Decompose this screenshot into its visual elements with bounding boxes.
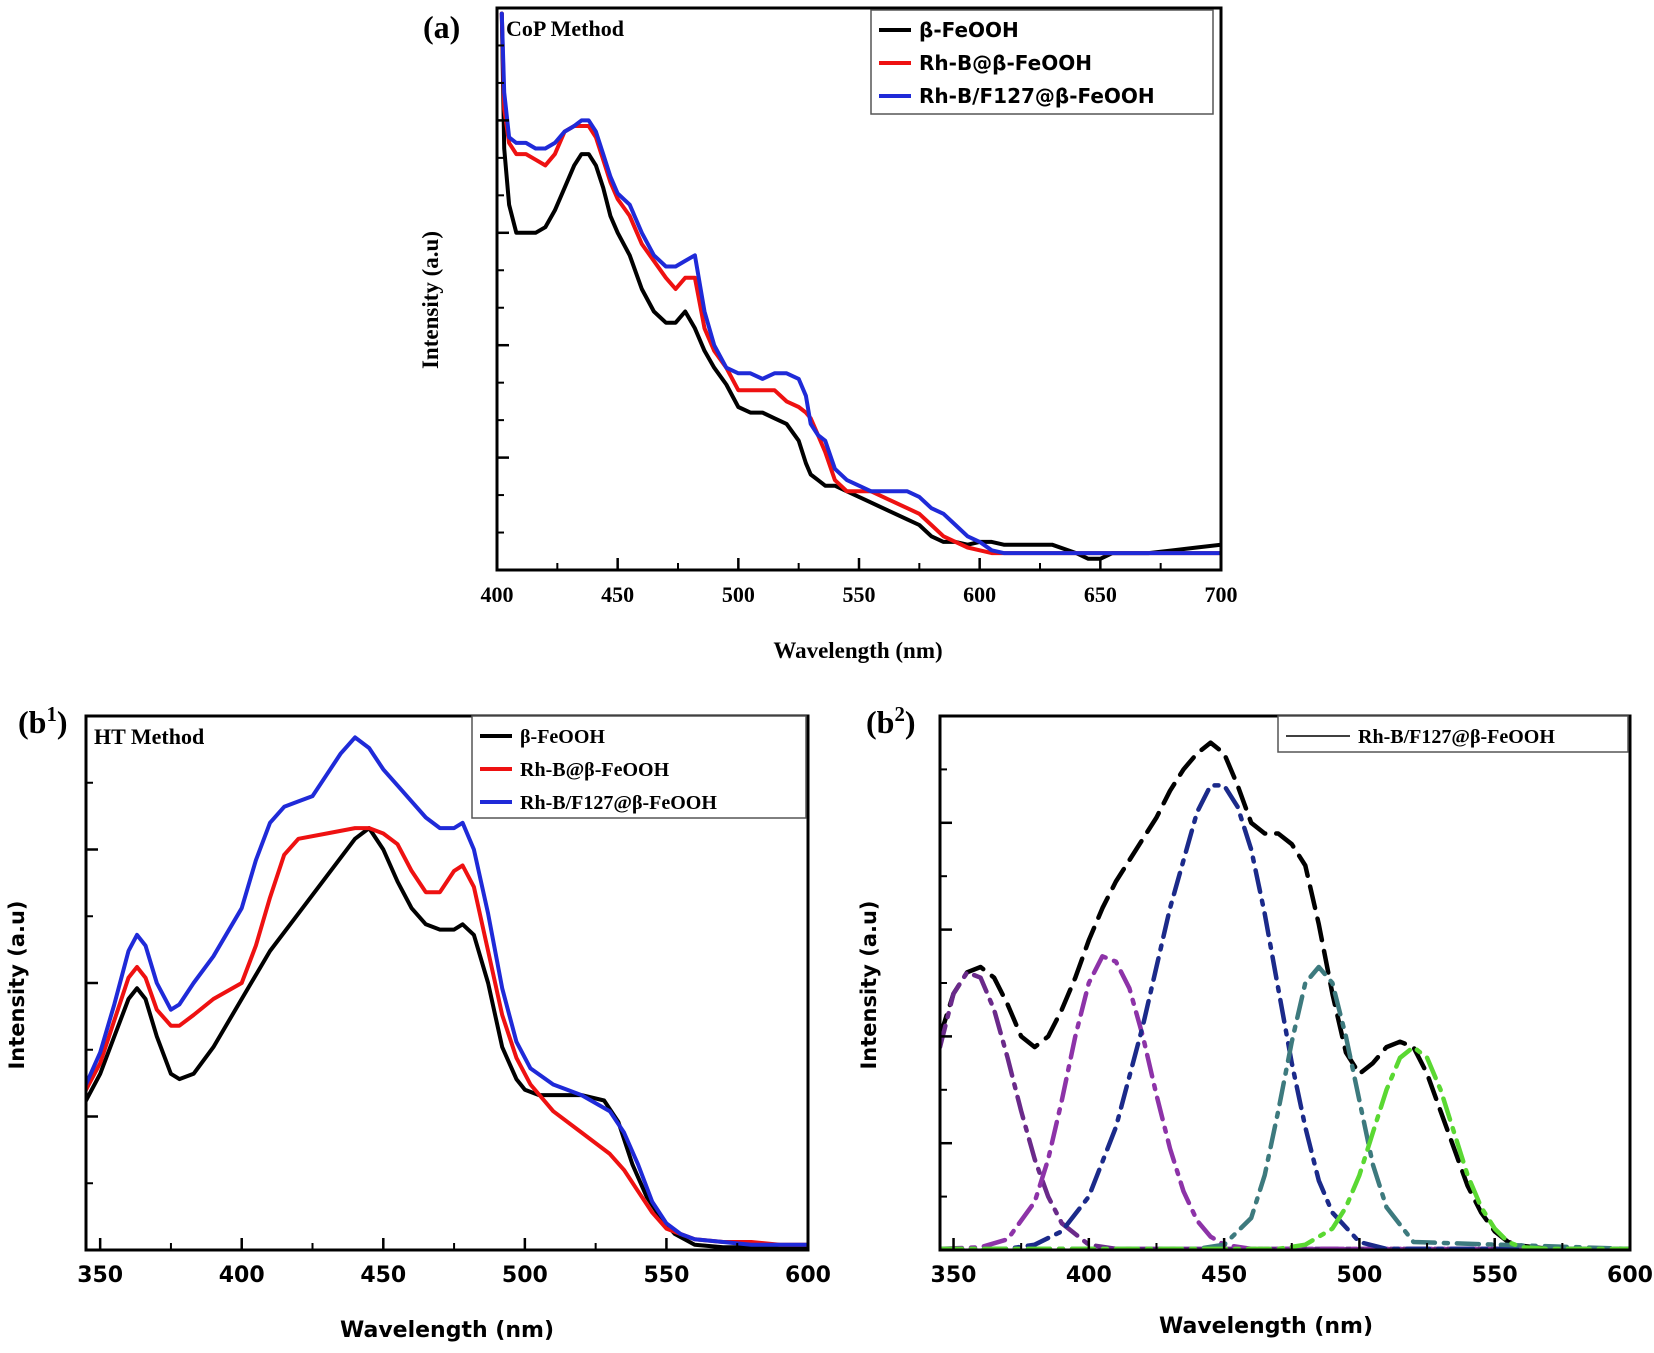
x-tick-label: 600: [785, 1263, 831, 1288]
series-group: [499, 11, 1221, 561]
series-line-main-0: [940, 740, 1630, 1250]
chart-panel-b1: 350 400 450 500 550 600 Wavelength (nm) Intensi…: [5, 703, 831, 1343]
x-tick-label: 350: [77, 1263, 123, 1288]
x-tick-label: 550: [643, 1263, 689, 1288]
panel-label-close: ): [905, 704, 916, 740]
x-tick-label: 400: [1066, 1263, 1112, 1288]
series-line-main-0: [86, 826, 808, 1250]
series-line-main-2: [499, 11, 1221, 556]
legend-label: Rh-B/F127@β-FeOOH: [520, 792, 717, 814]
panel-annotation: CoP Method: [506, 16, 624, 41]
legend-label: β-FeOOH: [520, 726, 605, 748]
series-line-fit-3: [940, 783, 1630, 1250]
x-tick-label: 450: [360, 1263, 406, 1288]
x-tick-label: 600: [963, 582, 996, 607]
x-tick-label: 650: [1084, 582, 1117, 607]
x-tick-label: 500: [722, 582, 755, 607]
x-tick-label: 600: [1607, 1263, 1653, 1288]
series-line-fit-4: [940, 964, 1630, 1250]
legend: β-FeOOH Rh-B@β-FeOOH Rh-B/F127@β-FeOOH: [870, 9, 1214, 115]
y-axis-title: Intensity (a.u): [418, 231, 443, 369]
x-axis-title: Wavelength (nm): [773, 638, 942, 663]
legend-label: Rh-B/F127@β-FeOOH: [1358, 726, 1555, 748]
panel-label-superscript: 1: [46, 703, 56, 726]
x-tick-label: 400: [219, 1263, 265, 1288]
legend-label: Rh-B@β-FeOOH: [520, 759, 670, 781]
panel-label: (b1): [18, 703, 68, 740]
x-tick-label: 350: [931, 1263, 977, 1288]
x-tick-label: 400: [481, 582, 514, 607]
chart-panel-a: 400 450 500 550 600 650 700 Wavelength (nm) Inte…: [418, 6, 1238, 663]
panel-annotation: HT Method: [94, 724, 204, 749]
x-tick-label: 450: [601, 582, 634, 607]
legend-box: [471, 715, 807, 819]
x-tick-label: 500: [502, 1263, 548, 1288]
series-group: [940, 740, 1630, 1250]
series-line-main-2: [86, 735, 808, 1247]
y-axis-title: Intensity (a.u): [857, 900, 881, 1069]
panel-label: (b2): [866, 703, 916, 740]
series-line-main-0: [499, 11, 1221, 561]
panel-label-text: (b: [866, 704, 894, 740]
panel-label-superscript: 2: [894, 703, 904, 726]
legend-label: β-FeOOH: [919, 18, 1019, 42]
series-line-fit-5: [940, 1044, 1630, 1250]
panel-label: (a): [423, 9, 460, 45]
panel-label-text: (a): [423, 9, 460, 45]
chart-panel-b2: 350 400 450 500 550 600 Wavelength (nm) Intensi…: [857, 703, 1653, 1339]
legend-box: [870, 9, 1214, 115]
legend-label: Rh-B/F127@β-FeOOH: [919, 84, 1155, 108]
x-tick-label: 550: [843, 582, 876, 607]
series-group: [86, 735, 808, 1250]
x-axis-title: Wavelength (nm): [1159, 1314, 1373, 1339]
x-tick-label: 450: [1201, 1263, 1247, 1288]
series-line-main-1: [499, 11, 1221, 556]
y-axis-title: Intensity (a.u): [5, 900, 29, 1069]
x-tick-label: 500: [1336, 1263, 1382, 1288]
panel-label-text: (b: [18, 704, 46, 740]
legend: β-FeOOH Rh-B@β-FeOOH Rh-B/F127@β-FeOOH: [471, 715, 807, 819]
x-tick-label: 700: [1205, 582, 1238, 607]
series-line-fit-2: [940, 954, 1630, 1250]
legend-box: [1277, 715, 1629, 753]
legend-label: Rh-B@β-FeOOH: [919, 51, 1092, 75]
x-tick-label: 550: [1472, 1263, 1518, 1288]
series-line-main-1: [86, 826, 808, 1247]
panel-label-close: ): [57, 704, 68, 740]
legend: Rh-B/F127@β-FeOOH: [1277, 715, 1629, 753]
x-axis-title: Wavelength (nm): [340, 1318, 554, 1343]
